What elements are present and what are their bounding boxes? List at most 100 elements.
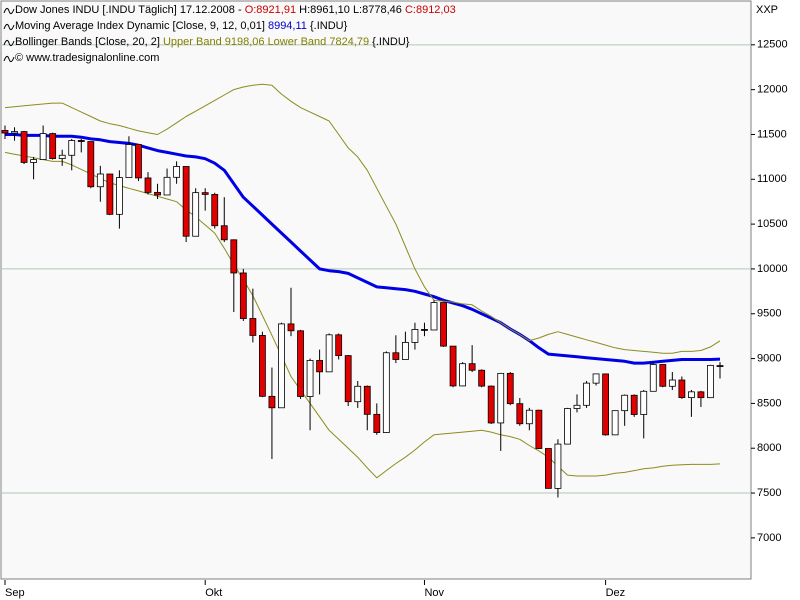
header-icon xyxy=(3,7,15,15)
y-tick-label: 10500 xyxy=(757,218,788,230)
y-tick-label: 11500 xyxy=(757,128,787,140)
candle-body xyxy=(621,394,629,412)
header-part: H:8961,10 L:8778,46 xyxy=(299,4,402,16)
candle-body xyxy=(554,443,562,489)
candle-body xyxy=(249,318,257,336)
y-tick-label: 7000 xyxy=(757,532,781,544)
candle-body xyxy=(201,192,209,195)
candle-body xyxy=(401,342,409,360)
header: Dow Jones INDU [.INDU Täglich] 17.12.200… xyxy=(3,4,456,64)
candle-body xyxy=(535,409,543,449)
candle-body xyxy=(182,166,190,237)
candle-body xyxy=(573,404,581,409)
candle-body xyxy=(707,364,714,399)
header-icon xyxy=(3,55,15,63)
y-tick-label: 12500 xyxy=(757,39,788,51)
candle-body xyxy=(363,385,371,415)
indicator-lines xyxy=(4,83,721,479)
candle-body xyxy=(497,372,505,424)
indicator-line xyxy=(4,83,721,354)
header-part: Upper Band 9198,06 Lower Band 7824,79 xyxy=(163,36,369,48)
candle-body xyxy=(430,302,438,331)
candle-body xyxy=(163,176,171,196)
candle-body xyxy=(144,177,152,193)
candles xyxy=(1,125,724,498)
y-tick-label: 8500 xyxy=(757,397,781,409)
candle-body xyxy=(592,373,600,384)
candle-body xyxy=(583,382,590,406)
candle-body xyxy=(525,409,533,425)
candle-body xyxy=(220,225,228,241)
candle-body xyxy=(602,373,609,436)
candle-body xyxy=(459,363,467,387)
candle-body xyxy=(611,410,619,436)
candle-body xyxy=(268,395,276,409)
candle-body xyxy=(77,140,85,142)
x-tick-label: Sep xyxy=(5,587,25,599)
candle-body xyxy=(173,166,181,178)
header-line: Moving Average Index Dynamic [Close, 9, … xyxy=(15,20,348,32)
candle-body xyxy=(382,352,390,433)
candle-body xyxy=(478,369,486,387)
x-tick-label: Dez xyxy=(606,587,626,599)
candle-body xyxy=(58,154,66,159)
candle-body xyxy=(688,391,695,398)
candle-body xyxy=(49,133,57,159)
candle-body xyxy=(230,239,238,274)
candle-body xyxy=(154,191,161,196)
candle-body xyxy=(468,363,476,371)
indicator-line xyxy=(5,133,721,365)
candle-body xyxy=(640,390,648,415)
candle-body xyxy=(192,192,200,237)
axes: 7000 7500 8000 8500 9000 9500 10000 10500 11000 1… xyxy=(4,39,788,599)
candle-body xyxy=(344,355,352,403)
candle-body xyxy=(20,131,28,163)
y-tick-label: 10000 xyxy=(757,263,788,275)
header-part: © www.tradesignalonline.com xyxy=(15,52,159,64)
candle-body xyxy=(668,379,676,387)
header-line: © www.tradesignalonline.com xyxy=(15,52,159,64)
candle-body xyxy=(716,365,724,367)
candle-body xyxy=(545,448,552,489)
candle-body xyxy=(116,177,123,215)
header-part: Bollinger Bands [Close, 20, 2] xyxy=(15,36,160,48)
header-icon xyxy=(3,23,15,31)
candle-body xyxy=(306,360,314,397)
candle-body xyxy=(564,408,571,445)
grid xyxy=(1,44,752,494)
candle-body xyxy=(506,372,514,405)
candle-body xyxy=(630,394,638,415)
header-part: {.INDU} xyxy=(310,20,348,32)
candle-body xyxy=(316,360,324,373)
x-tick-label: Okt xyxy=(205,587,222,599)
indicator-line xyxy=(4,151,721,479)
x-tick-label: Nov xyxy=(424,587,444,599)
candle-body xyxy=(287,323,295,332)
header-part: 8994,11 xyxy=(268,20,307,32)
candle-body xyxy=(211,194,219,227)
candle-body xyxy=(421,329,428,331)
candle-body xyxy=(106,173,114,215)
candle-body xyxy=(678,379,686,398)
candle-body xyxy=(411,329,419,343)
candle-body xyxy=(325,334,333,373)
y-tick-label: 8000 xyxy=(757,442,781,454)
y-tick-label: 12000 xyxy=(757,84,788,96)
header-icon xyxy=(3,39,15,47)
y-tick-label: 7500 xyxy=(757,487,781,499)
corner-label: XXP xyxy=(756,4,778,16)
candle-body xyxy=(30,159,38,163)
candle-body xyxy=(449,345,457,387)
candle-body xyxy=(335,334,343,357)
candle-body xyxy=(649,364,657,392)
candle-body xyxy=(68,140,76,156)
candle-body xyxy=(392,352,400,360)
candle-body xyxy=(239,272,247,319)
y-tick-label: 9000 xyxy=(757,352,781,364)
header-part: Moving Average Index Dynamic [Close, 9, … xyxy=(15,20,265,32)
candle-body xyxy=(697,391,705,399)
candle-body xyxy=(96,173,104,188)
header-part: O:8921,91 xyxy=(245,4,296,16)
candle-body xyxy=(354,385,362,403)
